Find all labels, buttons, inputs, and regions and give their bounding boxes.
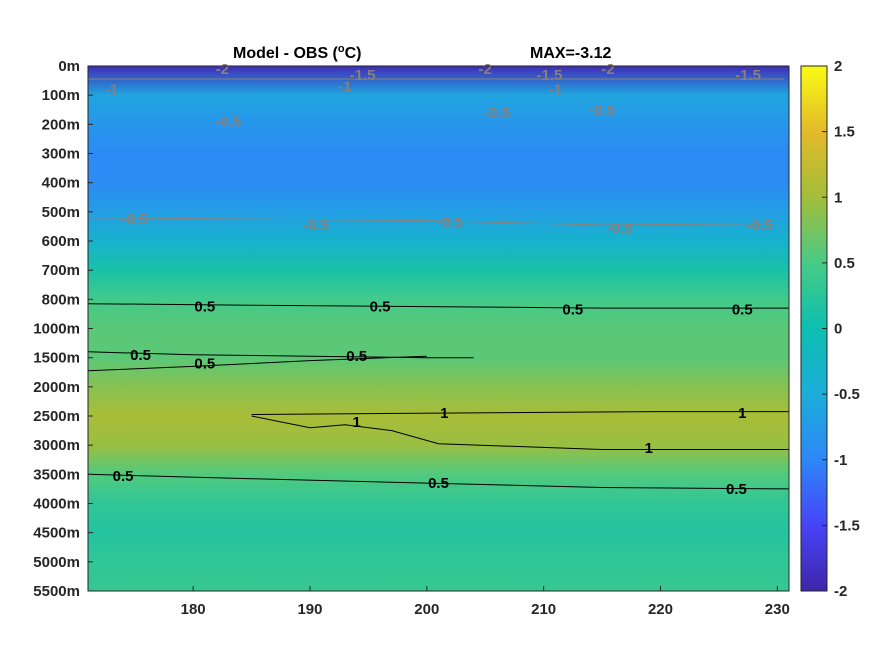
- contour-label: 0.5: [130, 347, 151, 364]
- y-axis: 0m 100m 200m 300m 400m 500m 600m 700m 800m 1000m 1…: [33, 58, 93, 600]
- contour-label: -2: [479, 61, 492, 78]
- plot-area: -2 -2 -2-1.5 -1.5 -1.5-1 -1 -1-0.5-0.5 -0.5-0.5…: [87, 61, 790, 592]
- contour-label: -1.5: [537, 67, 563, 84]
- y-tick-label: 5500m: [33, 583, 80, 600]
- contour-label: -0.5: [747, 217, 773, 234]
- contour-label: 0.5: [732, 302, 753, 319]
- x-tick-label: 200: [414, 601, 439, 618]
- contour-line: [251, 415, 789, 450]
- contour-label: -1: [338, 78, 351, 95]
- contour-labels: -2 -2 -2-1.5 -1.5 -1.5-1 -1 -1-0.5-0.5 -0.5-0.5…: [105, 61, 773, 498]
- contour-label: -0.5: [122, 211, 148, 228]
- x-tick-label: 190: [297, 601, 322, 618]
- contour-label: 0.5: [428, 475, 449, 492]
- y-tick-label: 2500m: [33, 408, 80, 425]
- contour-label: 0.5: [370, 299, 391, 316]
- x-tick-label: 180: [181, 601, 206, 618]
- contour-line: [251, 411, 789, 415]
- contour-label: 1: [738, 405, 746, 422]
- y-tick-label: 800m: [42, 291, 80, 308]
- x-tick-label: 220: [648, 601, 673, 618]
- contour-label: 0.5: [113, 468, 134, 485]
- contour-line: [88, 76, 784, 80]
- y-tick-label: 0m: [58, 58, 80, 75]
- y-tick-label: 4500m: [33, 525, 80, 542]
- y-tick-label: 500m: [42, 204, 80, 221]
- contour-line: [88, 473, 789, 490]
- contour-label: 0.5: [562, 302, 583, 319]
- title-unit-sup: o: [338, 43, 345, 55]
- y-tick-label: 3500m: [33, 466, 80, 483]
- contour-label: -1.5: [735, 67, 761, 84]
- colorbar-tick-label: -1.5: [834, 517, 860, 534]
- contour-label: -2: [216, 61, 229, 78]
- colorbar-tick-label: -1: [834, 452, 847, 469]
- contour-label: -0.5: [437, 214, 463, 231]
- contour-label: -1: [549, 81, 562, 98]
- colorbar: 2 1.5 1 0.5 0 -0.5 -1 -1.5 -2: [800, 58, 860, 600]
- contour-label: -2: [601, 61, 614, 78]
- contour-label: 0.5: [726, 481, 747, 498]
- contour-label: 1: [645, 440, 653, 457]
- contour-lines: [88, 76, 789, 490]
- title-unit: C): [345, 45, 362, 62]
- chart-title: Model - OBS (oC): [233, 43, 362, 62]
- colorbar-tick-label: 2: [834, 58, 842, 75]
- max-label: MAX=-3.12: [530, 45, 611, 62]
- contour-line: [88, 303, 789, 309]
- x-axis: 180 190 200 210 220 230: [181, 586, 790, 618]
- y-tick-label: 600m: [42, 233, 80, 250]
- y-tick-label: 5000m: [33, 554, 80, 571]
- colorbar-tick-label: -0.5: [834, 386, 860, 403]
- y-tick-label: 100m: [42, 87, 80, 104]
- colorbar-ticks: 2 1.5 1 0.5 0 -0.5 -1 -1.5 -2: [822, 58, 860, 600]
- contour-label: 0.5: [194, 299, 215, 316]
- x-tick-label: 230: [765, 601, 790, 618]
- y-tick-label: 2000m: [33, 379, 80, 396]
- contour-label: -0.5: [303, 217, 329, 234]
- contour-line: [88, 355, 427, 372]
- heatmap-field: [88, 66, 789, 591]
- contour-label: 1: [353, 414, 361, 431]
- colorbar-tick-label: 0.5: [834, 255, 855, 272]
- x-tick-label: 210: [531, 601, 556, 618]
- y-tick-label: 1000m: [33, 321, 80, 338]
- contour-line: [88, 351, 474, 359]
- colorbar-tick-label: 0: [834, 321, 842, 338]
- contour-label: 0.5: [194, 356, 215, 373]
- contour-line: [88, 217, 789, 226]
- y-tick-label: 200m: [42, 116, 80, 133]
- y-tick-label: 4000m: [33, 496, 80, 513]
- colorbar-tick-label: -2: [834, 583, 847, 600]
- contour-label: -0.5: [589, 102, 615, 119]
- y-tick-label: 700m: [42, 262, 80, 279]
- contour-label: -0.5: [484, 105, 510, 122]
- contour-label: 0.5: [346, 348, 367, 365]
- y-tick-label: 3000m: [33, 437, 80, 454]
- contour-label: -0.5: [215, 113, 241, 130]
- title-text: Model - OBS (: [233, 45, 339, 62]
- colorbar-tick-label: 1.5: [834, 124, 855, 141]
- y-tick-label: 1500m: [33, 350, 80, 367]
- contour-label: -0.5: [607, 220, 633, 237]
- colorbar-tick-label: 1: [834, 189, 842, 206]
- contour-label: 1: [440, 405, 448, 422]
- y-tick-label: 400m: [42, 175, 80, 192]
- y-tick-label: 300m: [42, 146, 80, 163]
- contour-label: -1.5: [350, 67, 376, 84]
- contour-label: -1: [105, 81, 118, 98]
